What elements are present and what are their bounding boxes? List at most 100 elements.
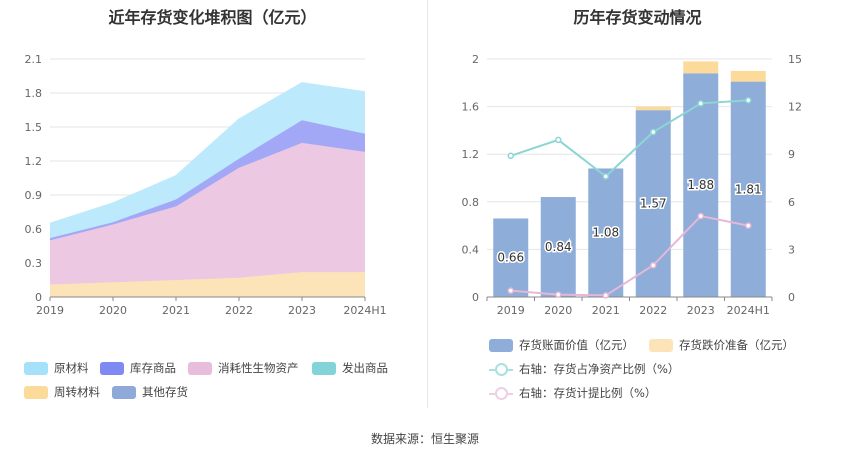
y2-tick-label: 9 xyxy=(788,148,795,161)
legend-label: 其他存货 xyxy=(142,385,188,399)
data-source: 数据来源：恒生聚源 xyxy=(370,432,479,446)
line-point xyxy=(697,100,704,107)
bar-book-value xyxy=(588,168,624,297)
x-tick-label: 2020 xyxy=(544,304,572,317)
bar-data-label: 1.57 xyxy=(640,197,667,211)
bar-book-value xyxy=(540,197,576,297)
line-point xyxy=(650,128,657,136)
legend-swatch xyxy=(188,361,212,375)
legend-swatch xyxy=(112,385,136,399)
legend-item-raw-material[interactable]: 原材料 xyxy=(24,360,89,376)
bar-data-label: 1.88 xyxy=(687,178,714,192)
bar-impairment xyxy=(683,61,719,74)
y-tick-label: 2.1 xyxy=(25,53,43,66)
legend-label: 存货账面价值（亿元） xyxy=(519,338,634,352)
x-tick-label: 2023 xyxy=(288,304,316,317)
y2-tick-label: 3 xyxy=(788,243,795,256)
y-tick-label: 1.5 xyxy=(25,121,43,134)
bar-data-label: 1.81 xyxy=(735,182,762,196)
x-tick-label: 2024H1 xyxy=(343,304,386,317)
x-tick-label: 2019 xyxy=(36,304,64,317)
x-tick-label: 2023 xyxy=(687,304,715,317)
bar-impairment xyxy=(635,106,671,111)
bar-book-value xyxy=(730,81,766,297)
legend-item-impairment[interactable]: 存货跌价准备（亿元） xyxy=(649,337,794,353)
legend-item-provision-ratio[interactable]: 右轴：存货计提比例（%） xyxy=(489,385,656,401)
area-series-edge xyxy=(49,82,366,224)
bar-impairment xyxy=(730,70,766,82)
right-chart-title: 历年存货变动情况 xyxy=(573,8,702,27)
panel-divider xyxy=(427,0,428,408)
y-tick-label: 0.3 xyxy=(25,257,43,270)
y2-tick-label: 12 xyxy=(788,101,802,114)
bar-data-label: 0.84 xyxy=(545,240,572,254)
legend-line-symbol xyxy=(489,386,513,400)
legend-label: 存货跌价准备（亿元） xyxy=(679,338,794,352)
x-tick-label: 2024H1 xyxy=(727,304,770,317)
legend-label: 周转材料 xyxy=(54,385,100,399)
y-tick-label: 0 xyxy=(472,291,479,304)
y-tick-label: 0.8 xyxy=(462,196,480,209)
y-tick-label: 1.8 xyxy=(25,87,43,100)
legend-item-goods-shipped[interactable]: 发出商品 xyxy=(312,360,388,376)
y-tick-label: 0.6 xyxy=(25,223,43,236)
legend-item-turnover-materials[interactable]: 周转材料 xyxy=(24,384,100,400)
y-tick-label: 1.2 xyxy=(462,148,480,161)
line-point xyxy=(602,292,609,299)
legend-swatch xyxy=(649,338,673,352)
x-tick-label: 2021 xyxy=(592,304,620,317)
legend-item-other-inventory[interactable]: 其他存货 xyxy=(112,384,188,400)
legend-item-book-value[interactable]: 存货账面价值（亿元） xyxy=(489,337,634,353)
line-point xyxy=(697,212,704,220)
y-tick-label: 1.6 xyxy=(462,101,480,114)
line-point xyxy=(555,291,562,298)
left-chart-title: 近年存货变化堆积图（亿元） xyxy=(108,8,317,27)
legend-line-symbol xyxy=(489,362,513,376)
line-point xyxy=(745,222,752,229)
line-series xyxy=(510,99,749,178)
area-series xyxy=(50,142,365,285)
area-series xyxy=(50,120,365,241)
y-tick-label: 1.2 xyxy=(25,155,43,168)
legend-swatch xyxy=(312,361,336,375)
y2-tick-label: 15 xyxy=(788,53,802,66)
y-tick-label: 0 xyxy=(35,291,42,304)
legend-swatch xyxy=(24,361,48,375)
legend-label: 消耗性生物资产 xyxy=(218,361,299,375)
bar-data-label: 0.66 xyxy=(497,251,524,265)
x-tick-label: 2019 xyxy=(497,304,525,317)
legend-swatch xyxy=(489,338,513,352)
legend-label: 原材料 xyxy=(54,361,89,375)
line-point xyxy=(602,173,609,180)
bar-book-value xyxy=(493,218,529,297)
line-point xyxy=(650,262,657,269)
legend-item-goods-in-stock[interactable]: 库存商品 xyxy=(100,360,176,376)
legend-item-bio-assets[interactable]: 消耗性生物资产 xyxy=(188,360,299,376)
bar-book-value xyxy=(683,73,719,297)
legend-label: 发出商品 xyxy=(342,361,388,375)
x-tick-label: 2022 xyxy=(639,304,667,317)
legend-swatch xyxy=(100,361,124,375)
x-tick-label: 2022 xyxy=(225,304,253,317)
bar-book-value xyxy=(635,110,671,297)
line-point xyxy=(507,152,514,160)
line-series xyxy=(510,214,749,297)
legend-swatch xyxy=(24,385,48,399)
stacked-area-chart: 0 0.3 0.6 0.9 1.2 1.5 1.8 2.1 2019 2020 2021 2022 20… xyxy=(25,53,387,317)
y-tick-label: 0.9 xyxy=(25,189,43,202)
legend-label: 库存商品 xyxy=(130,361,176,375)
legend-label: 右轴：存货占净资产比例（%） xyxy=(519,362,680,376)
legend-item-net-asset-ratio[interactable]: 右轴：存货占净资产比例（%） xyxy=(489,361,679,377)
bar-data-label: 1.08 xyxy=(592,226,619,240)
line-point xyxy=(745,97,752,104)
legend-label: 右轴：存货计提比例（%） xyxy=(519,386,657,400)
area-series xyxy=(50,272,365,297)
line-point xyxy=(555,136,562,144)
x-tick-label: 2020 xyxy=(99,304,127,317)
x-tick-label: 2021 xyxy=(162,304,190,317)
y-tick-label: 2 xyxy=(472,53,479,66)
y2-tick-label: 0 xyxy=(788,291,795,304)
line-point xyxy=(507,287,514,294)
area-series xyxy=(50,82,365,239)
y2-tick-label: 6 xyxy=(788,196,795,209)
